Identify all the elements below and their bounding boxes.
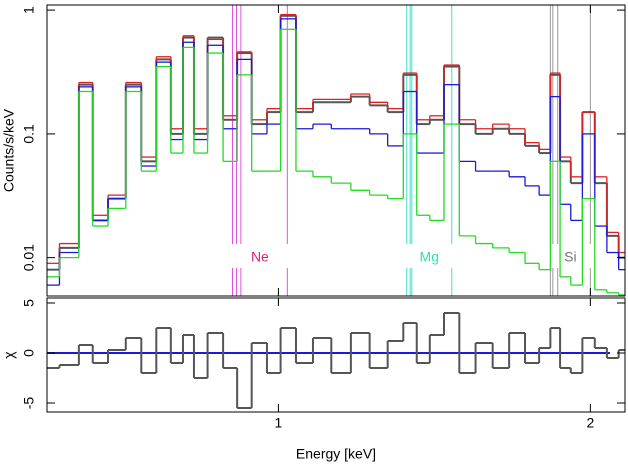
line-label: Si — [564, 249, 576, 265]
step-connector — [58, 14, 620, 264]
panel-frame — [46, 4, 626, 297]
x-tick-label: 2 — [586, 415, 594, 431]
step-connector — [58, 29, 620, 295]
y-tick-label: 1 — [21, 6, 37, 14]
x-tick-label: 1 — [275, 415, 283, 431]
x-axis-label: Energy [keV] — [296, 446, 376, 462]
panel-frame — [46, 297, 626, 413]
y-tick-label: -5 — [21, 397, 37, 410]
line-label: Mg — [420, 249, 439, 265]
y-tick-label: 0 — [21, 349, 37, 357]
y-axis-label: χ — [1, 351, 17, 359]
y-axis-label: Counts/s/keV — [1, 108, 17, 192]
step-connector — [58, 18, 620, 286]
line-label: Ne — [251, 249, 269, 265]
y-tick-label: 0.01 — [21, 244, 37, 271]
y-tick-label: 0.1 — [21, 124, 37, 144]
step-connector — [58, 313, 620, 408]
y-tick-label: 5 — [21, 299, 37, 307]
